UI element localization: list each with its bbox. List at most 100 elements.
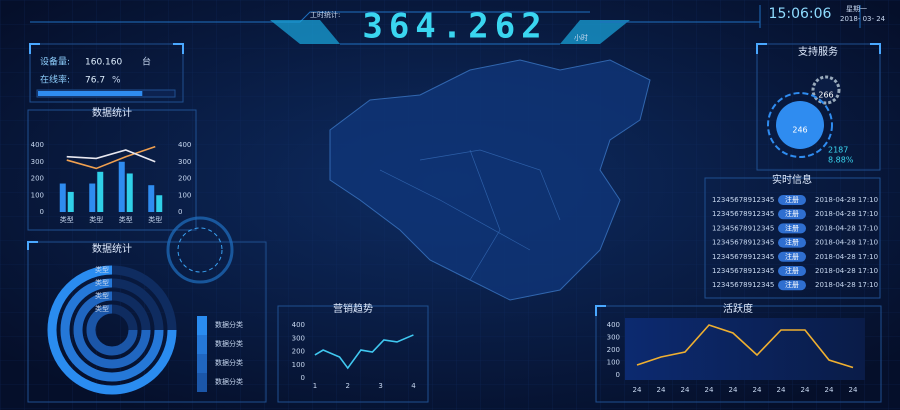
- register-label: 注册: [785, 266, 799, 275]
- bar: [59, 183, 66, 212]
- work-value: 364.262: [362, 7, 547, 47]
- ring-label: 类型: [95, 265, 109, 274]
- date: 2018- 03- 24: [840, 15, 886, 23]
- panel: [27, 109, 197, 231]
- y-tick-label: 100: [178, 191, 191, 199]
- row-date: 2018-04-28 17:10: [815, 210, 878, 218]
- y-tick-label: 0: [178, 208, 182, 216]
- x-tick-label: 24: [825, 386, 834, 394]
- panel-title: 实时信息: [772, 173, 812, 186]
- corner: [27, 43, 881, 316]
- y-tick-label: 400: [31, 141, 44, 149]
- online-unit: %: [112, 76, 121, 86]
- y-tick-label: 0: [301, 374, 305, 382]
- deco-ring: [177, 227, 223, 273]
- register-label: 注册: [785, 252, 799, 261]
- legend-label: 数据分类: [215, 377, 243, 386]
- x-tick-label: 24: [753, 386, 762, 394]
- y-tick-label: 300: [31, 158, 44, 166]
- row-id: 12345678912345: [712, 267, 774, 275]
- panel-title: 支持服务: [798, 45, 838, 58]
- x-tick-label: 24: [681, 386, 690, 394]
- y-tick-label: 300: [178, 158, 191, 166]
- ring-label: 类型: [95, 291, 109, 300]
- register-button[interactable]: [778, 251, 806, 262]
- register-label: 注册: [785, 195, 799, 204]
- y-tick-label: 200: [607, 346, 620, 354]
- legend-swatch: [197, 316, 207, 335]
- line: [636, 324, 854, 369]
- y-tick-label: 400: [607, 321, 620, 329]
- bar: [118, 161, 125, 212]
- register-label: 注册: [785, 238, 799, 247]
- row-id: 12345678912345: [712, 196, 774, 204]
- panel-title: 数据统计: [92, 106, 132, 119]
- panel-title: 活跃度: [723, 302, 753, 315]
- header-deco: [560, 20, 630, 44]
- total: 2187: [828, 146, 848, 155]
- gear-value: 266: [818, 91, 833, 100]
- y-tick-label: 100: [607, 359, 620, 367]
- time: 15:06:06: [769, 6, 832, 22]
- x-tick-label: 3: [378, 382, 382, 390]
- line: [314, 334, 414, 370]
- panel: [277, 305, 429, 403]
- register-button[interactable]: [778, 266, 806, 276]
- x-tick-label: 24: [849, 386, 858, 394]
- online: 76.7: [85, 76, 105, 86]
- y-tick-label: 200: [292, 348, 305, 356]
- register-button[interactable]: [778, 237, 806, 248]
- line: [66, 145, 156, 170]
- ring-bar: [86, 304, 138, 356]
- header-deco: [270, 20, 340, 44]
- row-id: 12345678912345: [712, 253, 774, 261]
- register-button[interactable]: [778, 195, 806, 205]
- weekday: 星期一: [846, 5, 867, 13]
- center-value: 246: [792, 126, 807, 135]
- panel: [756, 43, 881, 171]
- panel-title: 营销趋势: [333, 302, 373, 315]
- line: [66, 149, 156, 163]
- register-button[interactable]: [778, 280, 806, 291]
- work-label: 工时统计:: [310, 10, 340, 19]
- bar: [126, 173, 133, 212]
- legend-swatch: [197, 335, 207, 354]
- register-button[interactable]: [778, 209, 806, 220]
- legend-label: 数据分类: [215, 339, 243, 348]
- row-date: 2018-04-28 17:10: [815, 267, 878, 275]
- ring: [767, 92, 833, 158]
- map-borders: [379, 149, 561, 281]
- row-id: 12345678912345: [712, 224, 774, 232]
- row-id: 12345678912345: [712, 281, 774, 289]
- x-tick-label: 类型: [148, 215, 162, 224]
- count-label: 设备量:: [40, 56, 70, 68]
- y-tick-label: 100: [292, 361, 305, 369]
- panel: [29, 43, 184, 103]
- plot-bg: [625, 318, 865, 380]
- x-tick-label: 类型: [119, 215, 133, 224]
- row-date: 2018-04-28 17:10: [815, 224, 878, 232]
- rate: 8.88%: [828, 156, 854, 165]
- ring-label: 类型: [95, 304, 109, 313]
- legend-swatch: [197, 373, 207, 392]
- panel: [595, 305, 882, 403]
- x-tick-label: 24: [633, 386, 642, 394]
- count-unit: 台: [142, 56, 151, 68]
- count: 160.160: [85, 58, 122, 68]
- legend-label: 数据分类: [215, 358, 243, 367]
- bar: [89, 183, 96, 212]
- legend-label: 数据分类: [215, 320, 243, 329]
- gear: [811, 75, 841, 105]
- panel: [704, 177, 881, 299]
- bar: [97, 171, 104, 212]
- register-button[interactable]: [778, 223, 806, 234]
- ring-bar: [47, 265, 177, 395]
- register-label: 注册: [785, 209, 799, 218]
- y-tick-label: 200: [31, 175, 44, 183]
- x-tick-label: 24: [729, 386, 738, 394]
- map: [329, 59, 651, 301]
- work-unit: 小时: [574, 33, 588, 42]
- deco-ring: [166, 216, 234, 284]
- progress-fill: [38, 91, 143, 96]
